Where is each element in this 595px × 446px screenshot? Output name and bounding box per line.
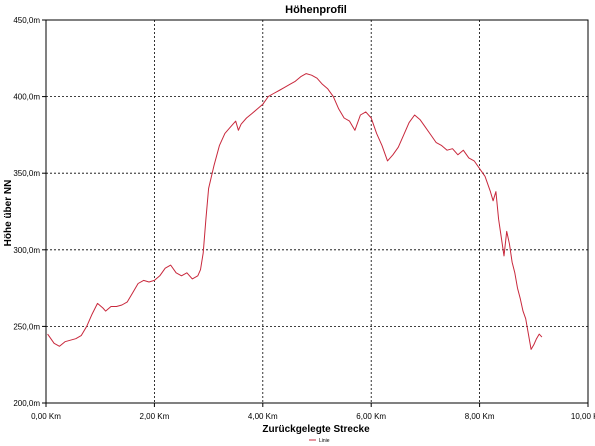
x-tick-label: 8,00 Km (465, 412, 495, 421)
y-tick-label: 250,0m (13, 322, 40, 331)
tick-labels: 0,00 Km 2,00 Km 4,00 Km 6,00 Km 8,00 Km 10,00… (13, 16, 595, 421)
x-axis-title: Zurückgelegte Strecke (262, 424, 370, 435)
y-tick-label: 200,0m (13, 399, 40, 408)
x-tick-label: 10,00 Km (571, 412, 595, 421)
y-axis-title: Höhe über NN (3, 180, 14, 247)
legend: Linie (309, 438, 330, 444)
series-line (47, 73, 543, 350)
y-tick-label: 350,0m (13, 169, 40, 178)
legend-label: Linie (319, 438, 330, 444)
chart-title: Höhenprofil (285, 4, 347, 16)
y-tick-label: 400,0m (13, 93, 40, 102)
x-tick-label: 4,00 Km (248, 412, 278, 421)
x-tick-label: 0,00 Km (31, 412, 61, 421)
plot-frame (45, 19, 589, 404)
grid (46, 20, 588, 403)
y-tick-label: 450,0m (13, 16, 40, 25)
x-tick-label: 2,00 Km (140, 412, 170, 421)
series-layer (47, 73, 543, 350)
y-tick-label: 300,0m (13, 246, 40, 255)
x-tick-label: 6,00 Km (356, 412, 386, 421)
